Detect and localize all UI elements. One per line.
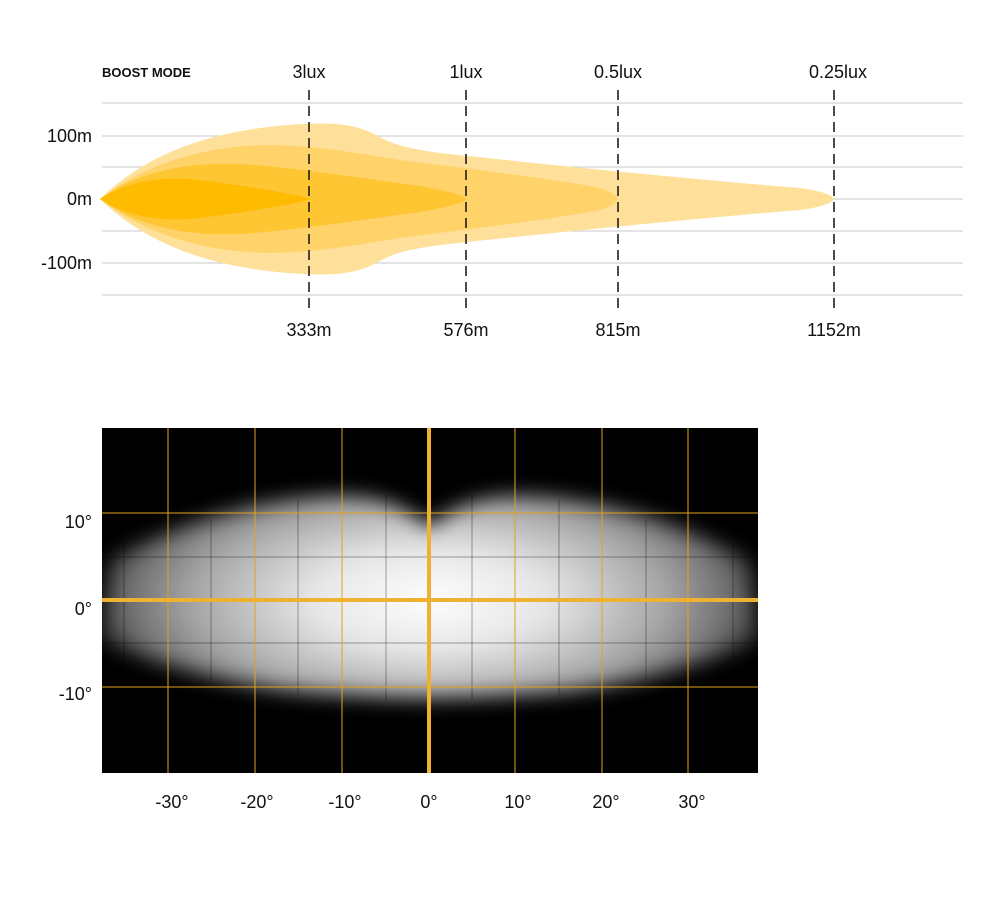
x-tick-label: -20° <box>240 792 273 812</box>
y-tick-label: 0m <box>67 189 92 209</box>
x-tick-label: -10° <box>328 792 361 812</box>
x-tick-label: 0° <box>420 792 437 812</box>
lux-label: 0.25lux <box>809 62 867 82</box>
y-tick-label: 10° <box>65 512 92 532</box>
beam-area-3lux <box>100 178 310 220</box>
y-tick-label: 100m <box>47 126 92 146</box>
beam-heatmap: 10° 0° -10° -30° -20° -10° 0° 10° 20° 30… <box>59 428 758 812</box>
distance-label: 815m <box>595 320 640 340</box>
x-tick-label: 20° <box>592 792 619 812</box>
y-tick-label: -10° <box>59 684 92 704</box>
distance-label: 1152m <box>807 320 861 340</box>
center-axes <box>102 428 758 773</box>
x-tick-label: 30° <box>678 792 705 812</box>
isolux-chart: BOOST MODE 3lux 1lux 0.5lux 0.25lux <box>41 62 963 340</box>
distance-label: 333m <box>286 320 331 340</box>
distance-label: 576m <box>443 320 488 340</box>
y-tick-label: -100m <box>41 253 92 273</box>
lux-label: 1lux <box>449 62 482 82</box>
x-tick-label: -30° <box>155 792 188 812</box>
y-tick-label: 0° <box>75 599 92 619</box>
isolux-markers <box>308 90 835 310</box>
x-tick-label: 10° <box>504 792 531 812</box>
lux-label: 3lux <box>292 62 325 82</box>
lux-label: 0.5lux <box>594 62 642 82</box>
mode-label: BOOST MODE <box>102 65 191 80</box>
